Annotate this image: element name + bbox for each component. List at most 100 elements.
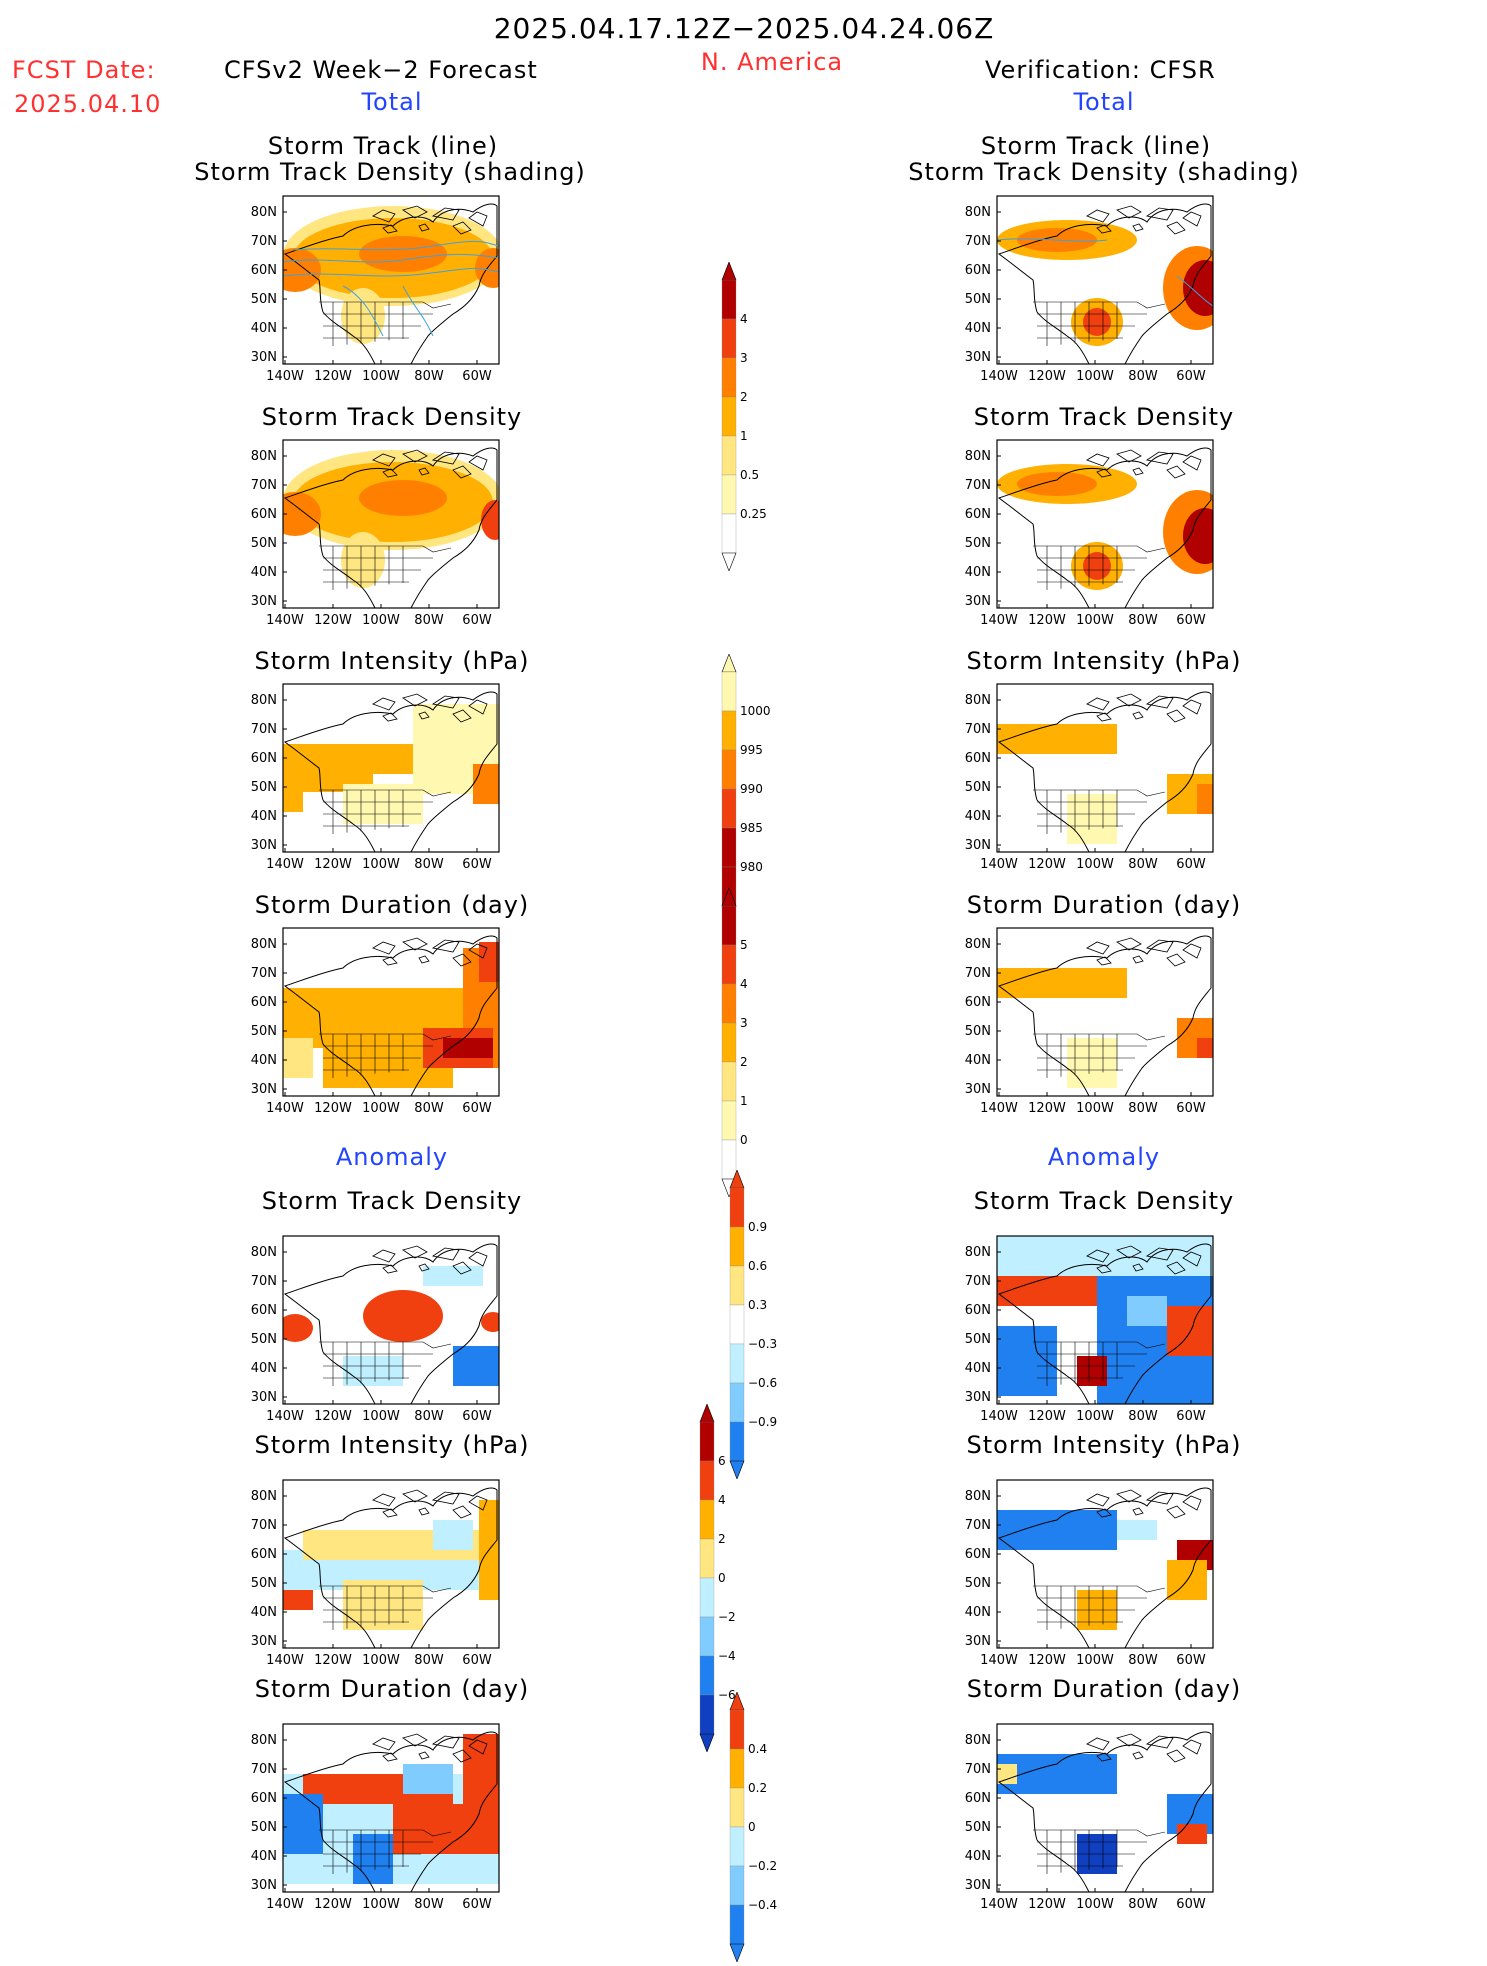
lat-tick-label: 70N	[251, 1274, 277, 1289]
storm-track-lines	[997, 238, 1213, 307]
coastline	[283, 1731, 498, 1892]
title-r-track-shading: Storm Track Density (shading)	[908, 158, 1300, 186]
title-l-track-line: Storm Track (line)	[267, 132, 499, 160]
island-outline	[1116, 693, 1142, 707]
island-outline	[402, 1733, 428, 1747]
section-anomaly-right: Anomaly	[1047, 1143, 1161, 1171]
field-cell	[479, 942, 499, 982]
field-shade	[1017, 472, 1097, 496]
island-outline	[418, 955, 430, 964]
island-outline	[1166, 953, 1186, 967]
lat-tick-label: 50N	[965, 292, 991, 307]
island-outline	[1166, 465, 1186, 479]
field-cell	[353, 1834, 393, 1884]
cbar-segment	[721, 318, 737, 359]
island-outline	[468, 1739, 488, 1755]
cbar-tick-label: −0.9	[748, 1415, 777, 1429]
cbar-segment	[699, 1421, 715, 1462]
coastline	[283, 691, 498, 852]
lon-tick-label: 80W	[414, 857, 444, 872]
lon-tick-label: 60W	[1176, 1653, 1206, 1668]
lat-tick-label: 70N	[965, 234, 991, 249]
map-cfsr-intensity-anom-svg: 80N 70N 60N 50N 40N 30N 140W 120W 100W 80W 60W	[965, 1479, 1214, 1668]
cbar-segment	[729, 1226, 745, 1267]
lat-tick-label: 80N	[251, 1733, 277, 1748]
field-shade	[1183, 260, 1213, 316]
field-cell	[443, 1038, 493, 1058]
state-borders	[319, 545, 452, 590]
lat-tick-label: 80N	[251, 449, 277, 464]
lat-tick-label: 80N	[965, 937, 991, 952]
island-outline	[431, 1491, 460, 1505]
lat-tick-label: 40N	[965, 1849, 991, 1864]
lon-tick-label: 120W	[1028, 1101, 1066, 1116]
cbar-tick-label: 1	[740, 1094, 748, 1108]
lon-tick-label: 60W	[1176, 369, 1206, 384]
field-cell	[997, 1510, 1117, 1550]
island-outline	[431, 207, 460, 221]
island-outline	[1086, 453, 1110, 467]
island-outline	[1182, 1739, 1202, 1755]
island-outline	[1096, 1508, 1112, 1518]
lat-tick-label: 40N	[251, 565, 277, 580]
state-borders	[1033, 789, 1166, 834]
cbar-segment	[729, 1748, 745, 1789]
cbar-tick-label: 0	[740, 1133, 748, 1147]
lat-tick-label: 60N	[251, 507, 277, 522]
island-outline	[382, 1264, 398, 1274]
lon-tick-label: 120W	[314, 613, 352, 628]
island-outline	[431, 695, 460, 709]
cbar-arrow-top	[721, 261, 737, 281]
island-outline	[1182, 1251, 1202, 1267]
map-frame	[282, 1235, 500, 1405]
map-fcst-track: 80N 70N 60N 50N 40N 30N 140W 120W 100W 80W 60W	[235, 192, 505, 388]
field-cell	[373, 744, 413, 774]
lon-tick-label: 100W	[362, 1653, 400, 1668]
title-l-density-anom: Storm Track Density	[261, 1187, 523, 1215]
lon-tick-label: 80W	[414, 613, 444, 628]
map-cfsr-density: 80N 70N 60N 50N 40N 30N 140W 120W 100W 80W 60W	[949, 436, 1219, 632]
field-shade	[481, 1312, 499, 1332]
field-cell	[453, 1346, 499, 1386]
title-r-intensity: Storm Intensity (hPa)	[966, 647, 1242, 675]
island-outline	[431, 1735, 460, 1749]
island-outline	[1086, 1493, 1110, 1507]
island-outline	[1086, 941, 1110, 955]
lon-tick-label: 80W	[1128, 1653, 1158, 1668]
island-outline	[1132, 955, 1144, 964]
cbar-tick-label: 990	[740, 782, 763, 796]
lat-tick-label: 70N	[965, 966, 991, 981]
island-outline	[1182, 455, 1202, 471]
lon-tick-label: 60W	[1176, 613, 1206, 628]
field-cell	[1197, 1038, 1213, 1058]
lon-tick-label: 140W	[980, 613, 1018, 628]
map-cfsr-duration-anom-svg: 80N 70N 60N 50N 40N 30N 140W 120W 100W 80W 60W	[965, 1723, 1214, 1912]
island-outline	[372, 453, 396, 467]
lon-tick-label: 100W	[362, 1101, 400, 1116]
field-shade	[1183, 508, 1213, 564]
lat-tick-label: 30N	[965, 838, 991, 853]
field-cell	[433, 1520, 473, 1550]
map-frame	[282, 1723, 500, 1893]
island-outline	[372, 1249, 396, 1263]
island-outline	[418, 1751, 430, 1760]
island-outline	[1116, 1489, 1142, 1503]
coastline	[997, 1731, 1212, 1892]
lon-tick-label: 100W	[1076, 1101, 1114, 1116]
island-outline	[1086, 209, 1110, 223]
lat-tick-label: 60N	[251, 995, 277, 1010]
map-frame	[996, 439, 1214, 609]
field-shade	[1083, 308, 1111, 336]
lat-tick-label: 40N	[965, 809, 991, 824]
lat-tick-label: 80N	[251, 1489, 277, 1504]
lon-tick-label: 80W	[1128, 369, 1158, 384]
lon-tick-label: 140W	[266, 1653, 304, 1668]
island-outline	[1116, 937, 1142, 951]
lon-tick-label: 140W	[980, 857, 1018, 872]
lat-tick-label: 70N	[251, 966, 277, 981]
island-outline	[452, 1261, 472, 1275]
cbar-segment	[699, 1694, 715, 1735]
island-outline	[402, 1489, 428, 1503]
lat-tick-label: 60N	[965, 995, 991, 1010]
coastline	[997, 935, 1212, 1096]
